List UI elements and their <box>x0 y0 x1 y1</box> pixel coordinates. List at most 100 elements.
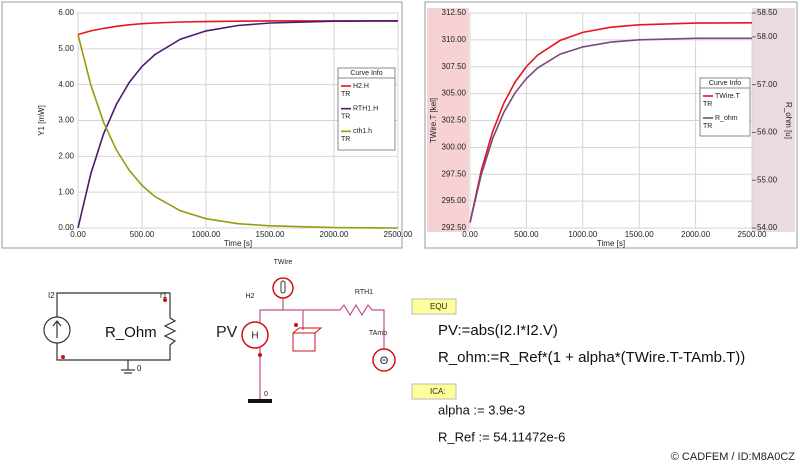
probe <box>272 277 294 299</box>
legend-entry: TWire.T <box>715 93 741 100</box>
y2-tick-label: 55.00 <box>757 175 778 184</box>
legend-sub: TR <box>341 114 350 121</box>
x-tick-label: 0.00 <box>70 230 86 239</box>
y-tick-label: 295.00 <box>442 196 467 205</box>
circuit-left: I2 r1 R_Ohm 0 <box>43 291 177 374</box>
x-tick-label: 1000.00 <box>192 230 221 239</box>
circuit-middle: Θ TWire H2 H PV RTH1 TAmb 0 <box>216 259 396 403</box>
legend-sub: TR <box>341 136 350 143</box>
icon: Θ <box>380 355 389 367</box>
x-tick-label: 500.00 <box>130 230 155 239</box>
y-tick-label: 307.50 <box>442 62 467 71</box>
y-tick-label: 312.50 <box>442 8 467 17</box>
capacitance <box>292 327 323 334</box>
series-line <box>469 37 752 223</box>
y2-tick-label: 54.00 <box>757 223 778 232</box>
y-tick-label: 300.00 <box>442 142 467 151</box>
pin <box>294 323 298 327</box>
series-line <box>469 22 753 223</box>
y-axis-label: Y1 [mW] <box>37 105 46 136</box>
equation: PV:=abs(I2.I*I2.V) <box>438 322 558 339</box>
y2-tick-label: 56.00 <box>757 128 778 137</box>
y2-tick-label: 58.00 <box>757 32 778 41</box>
series-line <box>77 34 399 229</box>
y-tick-label: 6.00 <box>58 8 74 17</box>
ambient-source <box>372 348 396 372</box>
pin <box>258 353 262 357</box>
label: 0 <box>137 364 142 373</box>
x-tick-label: 1500.00 <box>625 230 654 239</box>
label: R_Ohm <box>105 324 157 341</box>
section-tag <box>411 298 457 315</box>
pin <box>61 355 65 359</box>
y-tick-label: 4.00 <box>58 80 74 89</box>
x-tick-label: 2000.00 <box>681 230 710 239</box>
y-tick-label: 1.00 <box>58 187 74 196</box>
section-tag <box>411 383 457 400</box>
legend-sub: TR <box>703 123 712 130</box>
y-axis-label: TWire.T [kel] <box>429 98 438 143</box>
label: TAmb <box>369 330 387 337</box>
axis-band <box>752 8 795 232</box>
y-tick-label: 310.00 <box>442 35 467 44</box>
wire <box>56 292 171 318</box>
heat-source <box>241 321 269 349</box>
label: H <box>251 331 258 342</box>
x-axis-label: Time [s] <box>597 239 625 248</box>
series-line <box>77 20 398 36</box>
axis-band <box>427 8 469 232</box>
wire <box>56 343 171 361</box>
legend-title: Curve Info <box>709 80 741 87</box>
x-tick-label: 1500.00 <box>256 230 285 239</box>
x-tick-label: 0.00 <box>462 230 478 239</box>
wire <box>372 309 385 349</box>
section-header: EQU <box>430 302 448 311</box>
section-header: ICA: <box>430 387 446 396</box>
wire <box>259 309 340 322</box>
label: I2 <box>48 291 55 300</box>
label: r1 <box>160 291 168 300</box>
y-tick-label: 292.50 <box>442 223 467 232</box>
legend-title: Curve Info <box>350 70 382 77</box>
y-tick-label: 3.00 <box>58 116 74 125</box>
legend-sub: TR <box>703 101 712 108</box>
probe-icon <box>280 280 286 294</box>
equation: R_ohm:=R_Ref*(1 + alpha*(TWire.T-TAmb.T)… <box>438 349 745 366</box>
legend-entry: H2.H <box>353 83 369 90</box>
y2-tick-label: 58.50 <box>757 8 778 17</box>
legend-entry: cth1.h <box>353 128 372 135</box>
equation: alpha := 3.9e-3 <box>438 402 525 417</box>
resistor <box>163 317 177 346</box>
series-line <box>77 20 399 229</box>
legend-entry: R_ohm <box>715 115 738 122</box>
legend-entry: RTH1.H <box>353 106 378 113</box>
y-tick-label: 302.50 <box>442 116 467 125</box>
y-tick-label: 2.00 <box>58 151 74 160</box>
label: PV <box>216 324 238 341</box>
y-tick-label: 305.00 <box>442 89 467 98</box>
label: H2 <box>246 293 255 300</box>
ground <box>248 399 272 403</box>
y-tick-label: 297.50 <box>442 169 467 178</box>
label: 0 <box>264 391 268 398</box>
x-axis-label: Time [s] <box>224 239 252 248</box>
arrow <box>52 320 62 327</box>
x-tick-label: 2500.00 <box>738 230 767 239</box>
equation: R_Ref := 54.11472e-6 <box>438 429 565 444</box>
y2-tick-label: 57.00 <box>757 80 778 89</box>
capacitance <box>292 332 316 352</box>
legend-sub: TR <box>341 91 350 98</box>
y-tick-label: 0.00 <box>58 223 74 232</box>
x-tick-label: 2500.00 <box>384 230 413 239</box>
pin <box>163 298 167 302</box>
x-tick-label: 2000.00 <box>320 230 349 239</box>
current-source <box>43 316 71 344</box>
label: TWire <box>274 259 293 266</box>
y-tick-label: 5.00 <box>58 44 74 53</box>
y2-axis-label: R_ohm [u] <box>784 102 793 139</box>
label: RTH1 <box>355 289 373 296</box>
x-tick-label: 1000.00 <box>568 230 597 239</box>
resistor <box>339 303 373 317</box>
copyright: © CADFEM / ID:M8A0CZ <box>671 451 796 463</box>
